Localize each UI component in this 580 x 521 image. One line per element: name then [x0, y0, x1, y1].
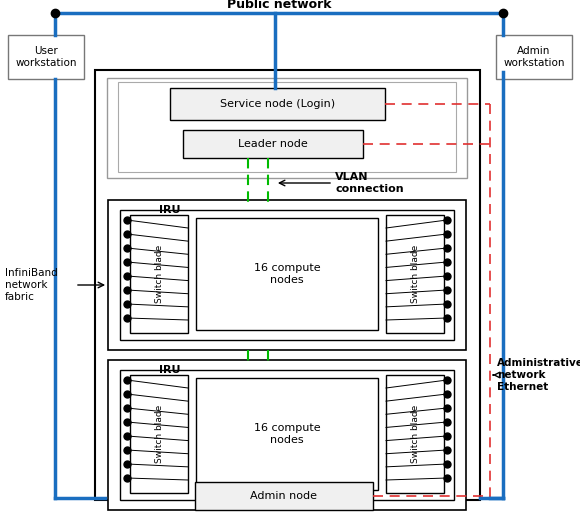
Bar	[496, 35, 572, 79]
Text: Switch blade: Switch blade	[411, 245, 419, 303]
Text: Public network: Public network	[227, 0, 331, 11]
Bar	[183, 130, 363, 158]
Text: IRU: IRU	[160, 365, 181, 375]
Text: Switch blade: Switch blade	[154, 405, 164, 463]
Text: Admin node: Admin node	[251, 491, 317, 501]
Text: Switch blade: Switch blade	[411, 405, 419, 463]
Text: Administrative
network
Ethernet: Administrative network Ethernet	[497, 358, 580, 392]
Bar	[8, 35, 84, 79]
Bar	[130, 375, 188, 493]
Bar	[108, 200, 466, 350]
Text: InfiniBand
network
fabric: InfiniBand network fabric	[5, 268, 58, 302]
Bar	[118, 82, 456, 172]
Bar	[120, 370, 454, 500]
Bar	[130, 215, 188, 333]
Bar	[120, 210, 454, 340]
Text: Admin
workstation: Admin workstation	[503, 46, 565, 68]
Text: IRU: IRU	[160, 205, 181, 215]
Bar	[195, 482, 373, 510]
Text: Service node (Login): Service node (Login)	[220, 99, 335, 109]
Bar	[196, 378, 378, 490]
Bar	[386, 375, 444, 493]
Text: User
workstation: User workstation	[15, 46, 77, 68]
Bar	[386, 215, 444, 333]
Bar	[108, 360, 466, 510]
Bar	[107, 78, 467, 178]
Text: VLAN
connection: VLAN connection	[335, 172, 404, 194]
Text: 16 compute
nodes: 16 compute nodes	[253, 263, 320, 285]
Text: Switch blade: Switch blade	[154, 245, 164, 303]
Bar	[170, 88, 385, 120]
Text: 16 compute
nodes: 16 compute nodes	[253, 423, 320, 445]
Bar	[95, 70, 480, 500]
Bar	[196, 218, 378, 330]
Text: Leader node: Leader node	[238, 139, 308, 149]
